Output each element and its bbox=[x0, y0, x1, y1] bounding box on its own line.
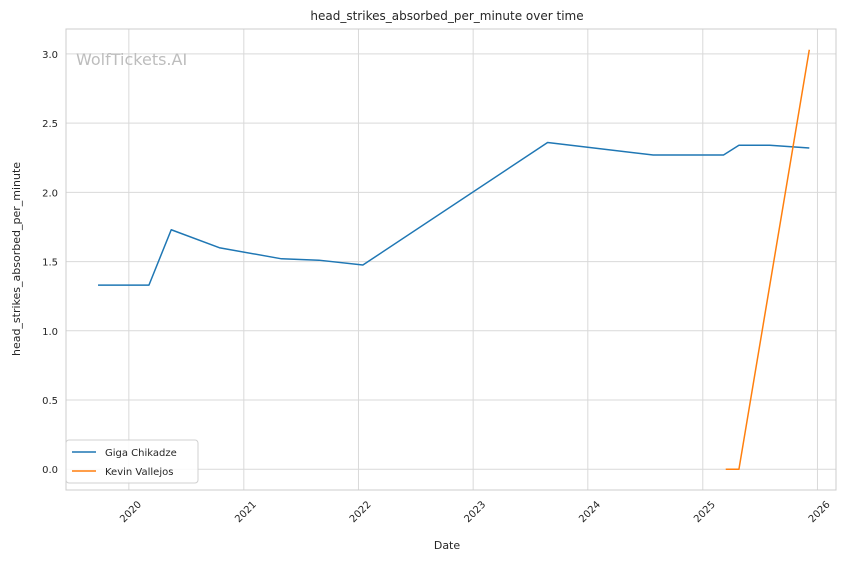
legend: Giga Chikadze Kevin Vallejos bbox=[65, 439, 199, 484]
y-axis-ticks: 0.0 0.5 1.0 1.5 2.0 2.5 3.0 bbox=[42, 50, 58, 476]
series-line-giga-chikadze bbox=[98, 141, 810, 286]
gridlines bbox=[66, 29, 836, 490]
y-tick-label: 1.5 bbox=[42, 258, 58, 269]
y-tick-label: 2.5 bbox=[42, 119, 58, 130]
y-tick-label: 2.0 bbox=[42, 188, 58, 199]
y-tick-label: 0.5 bbox=[42, 396, 58, 407]
series-lines bbox=[98, 49, 811, 470]
series-line-kevin-vallejos bbox=[725, 49, 811, 470]
y-tick-label: 0.0 bbox=[42, 465, 58, 476]
y-tick-label: 3.0 bbox=[42, 50, 58, 61]
chart-title: head_strikes_absorbed_per_minute over ti… bbox=[310, 9, 583, 23]
legend-label-kevin-vallejos: Kevin Vallejos bbox=[105, 467, 173, 478]
y-axis-label: head_strikes_absorbed_per_minute bbox=[10, 162, 23, 356]
plot-frame bbox=[65, 28, 837, 491]
watermark: WolfTickets.AI bbox=[76, 50, 187, 69]
x-axis-label: Date bbox=[434, 539, 461, 552]
legend-box bbox=[65, 439, 199, 484]
legend-label-giga-chikadze: Giga Chikadze bbox=[105, 448, 177, 459]
y-tick-label: 1.0 bbox=[42, 327, 58, 338]
